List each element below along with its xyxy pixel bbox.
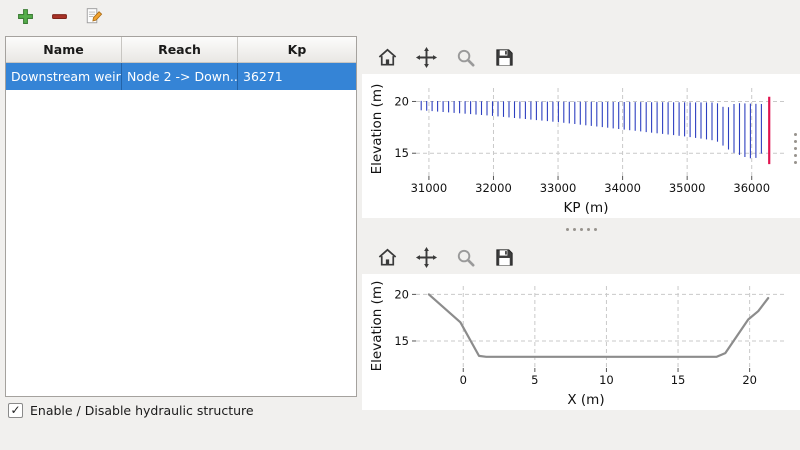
edit-structure-button[interactable] <box>82 5 105 28</box>
remove-structure-button[interactable] <box>48 5 71 28</box>
svg-text:15: 15 <box>394 334 409 348</box>
zoom-icon <box>457 249 475 267</box>
svg-text:20: 20 <box>394 94 409 108</box>
section-xlabel: X (m) <box>567 392 605 408</box>
svg-text:31000: 31000 <box>411 181 448 195</box>
home-button[interactable] <box>375 45 399 69</box>
zoom-button[interactable] <box>453 245 477 269</box>
pan-icon <box>415 46 437 68</box>
add-structure-button[interactable] <box>14 5 37 28</box>
svg-text:10: 10 <box>599 373 614 387</box>
svg-text:5: 5 <box>531 373 538 387</box>
checkbox-label: Enable / Disable hydraulic structure <box>30 403 254 418</box>
home-icon <box>378 248 396 266</box>
enable-structure-checkbox[interactable]: ✓ <box>8 403 23 418</box>
cell-structure-name: Downstream weir <box>6 63 122 90</box>
profile-ylabel: Elevation (m) <box>369 84 385 175</box>
splitter-handle <box>565 227 597 231</box>
section-ylabel: Elevation (m) <box>369 280 385 372</box>
save-button[interactable] <box>492 45 516 69</box>
svg-text:35000: 35000 <box>669 181 706 195</box>
plot-splitter[interactable] <box>362 218 800 240</box>
edit-icon <box>86 8 102 24</box>
minus-icon <box>52 13 67 19</box>
section-plot-toolbar <box>362 240 800 274</box>
enable-structure-row: ✓ Enable / Disable hydraulic structure <box>8 403 254 418</box>
column-header-kp[interactable]: Kp <box>287 42 307 57</box>
longitudinal-profile-figure: Elevation (m) 31000 32000 33000 34000 35000 3… <box>362 74 800 218</box>
column-header-name[interactable]: Name <box>6 37 122 62</box>
profile-xlabel: KP (m) <box>563 200 609 216</box>
column-header-reach[interactable]: Reach <box>122 37 238 62</box>
svg-text:20: 20 <box>742 373 757 387</box>
svg-text:36000: 36000 <box>733 181 770 195</box>
longitudinal-profile-block: Elevation (m) 31000 32000 33000 34000 35000 3… <box>362 40 800 218</box>
save-icon <box>495 48 513 66</box>
longitudinal-profile-chart[interactable]: 31000 32000 33000 34000 35000 36000 15 20 <box>386 74 796 200</box>
zoom-icon <box>457 49 475 67</box>
cross-section-figure: Elevation (m) 0 5 10 15 20 15 20 X (m) <box>362 274 800 410</box>
table-row[interactable]: Downstream weir Node 2 -> Down... 36271 <box>6 63 356 90</box>
right-splitter[interactable] <box>792 102 798 194</box>
pan-button[interactable] <box>414 245 438 269</box>
structures-table-panel: Name Reach Kp Downstream weir Node 2 -> … <box>5 36 357 397</box>
main-toolbar <box>0 0 800 32</box>
svg-text:32000: 32000 <box>475 181 512 195</box>
save-button[interactable] <box>492 245 516 269</box>
plots-panel: Elevation (m) 31000 32000 33000 34000 35000 3… <box>362 40 800 410</box>
pan-button[interactable] <box>414 45 438 69</box>
save-icon <box>495 248 513 266</box>
table-header: Name Reach Kp <box>6 37 356 63</box>
zoom-button[interactable] <box>453 45 477 69</box>
svg-text:33000: 33000 <box>540 181 577 195</box>
home-icon <box>378 48 396 66</box>
svg-text:15: 15 <box>394 146 409 160</box>
cell-structure-reach: Node 2 -> Down... <box>122 63 238 90</box>
plus-icon <box>18 8 33 24</box>
svg-text:34000: 34000 <box>604 181 641 195</box>
profile-plot-toolbar <box>362 40 800 74</box>
home-button[interactable] <box>375 245 399 269</box>
cell-structure-kp: 36271 <box>243 69 283 84</box>
cross-section-block: Elevation (m) 0 5 10 15 20 15 20 X (m) <box>362 240 800 410</box>
svg-text:0: 0 <box>460 373 467 387</box>
cross-section-chart[interactable]: 0 5 10 15 20 15 20 <box>386 274 796 392</box>
pan-icon <box>415 246 437 268</box>
check-mark: ✓ <box>10 403 21 417</box>
svg-text:20: 20 <box>394 287 409 301</box>
svg-text:15: 15 <box>671 373 686 387</box>
